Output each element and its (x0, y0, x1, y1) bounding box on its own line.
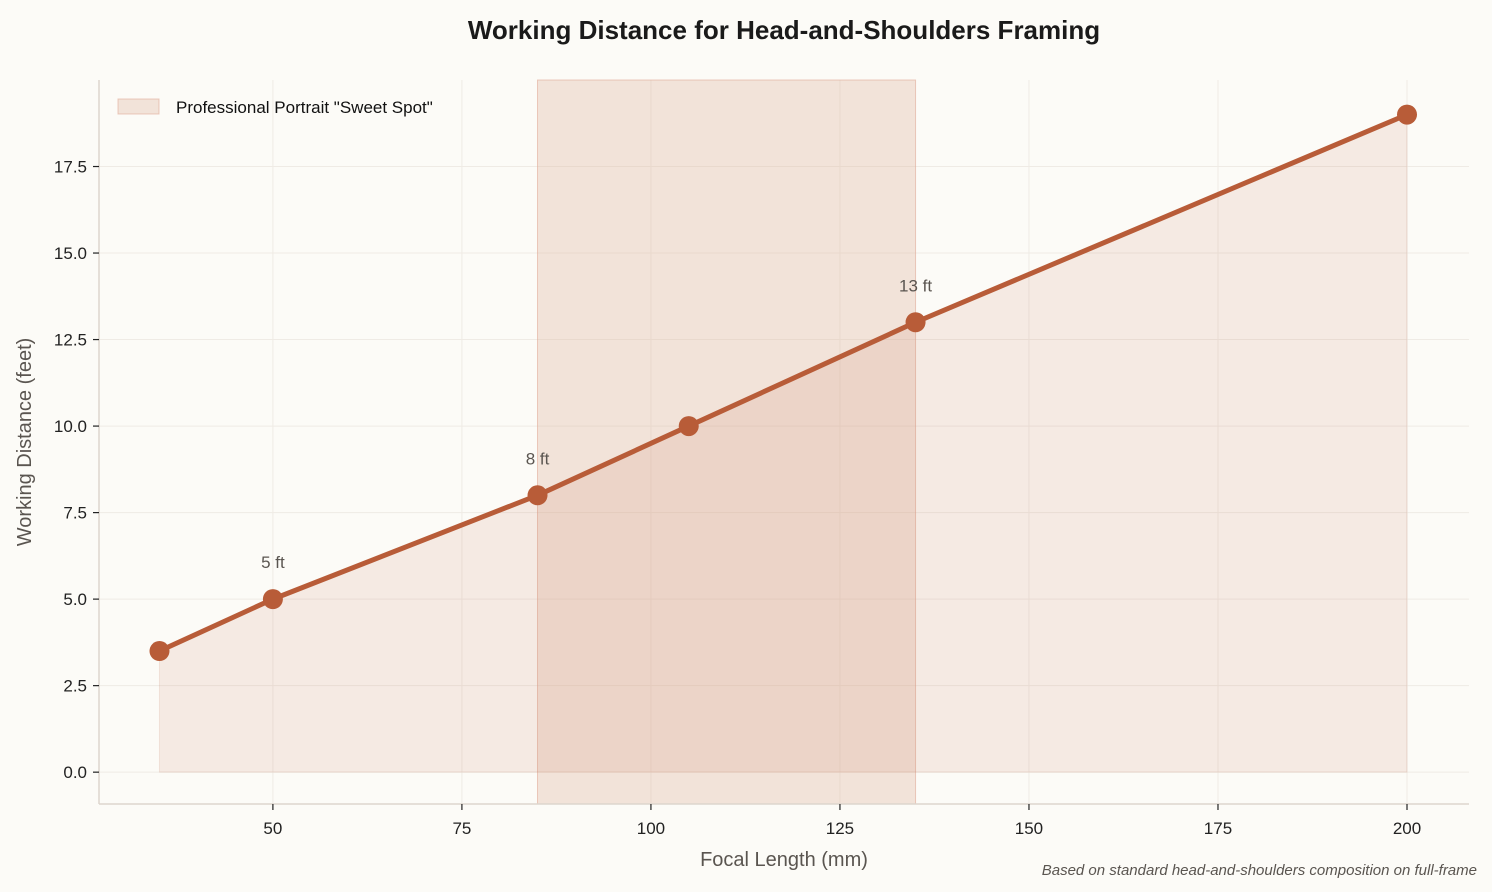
y-tick-label: 2.5 (63, 677, 87, 696)
y-tick-label: 17.5 (54, 158, 87, 177)
footnote: Based on standard head-and-shoulders com… (1042, 862, 1477, 879)
data-point (262, 589, 283, 610)
sweet-spot-span-group (537, 79, 917, 805)
y-tick-label: 7.5 (63, 504, 87, 523)
chart-title: Working Distance for Head-and-Shoulders … (468, 15, 1100, 45)
data-point (1397, 104, 1418, 125)
y-tick-label: 5.0 (63, 590, 87, 609)
ticks: 50 75 100 125 150 175 200 0.0 2.5 5.0 7.5 10.0 12.5 1… (54, 158, 1421, 838)
x-tick-label: 175 (1204, 819, 1232, 838)
y-tick-label: 10.0 (54, 417, 87, 436)
annotations: 5 ft 8 ft 13 ft (261, 276, 932, 572)
y-tick-label: 0.0 (63, 763, 87, 782)
y-axis-label: Working Distance (feet) (14, 338, 36, 547)
x-tick-label: 100 (637, 819, 665, 838)
data-label: 8 ft (526, 449, 550, 468)
x-tick-label: 150 (1015, 819, 1043, 838)
x-tick-label: 125 (826, 819, 854, 838)
series-line (158, 112, 1408, 654)
legend-swatch (117, 98, 160, 115)
sweet-spot-span (537, 79, 917, 805)
y-tick-label: 15.0 (54, 244, 87, 263)
axes (98, 80, 1469, 805)
data-point (678, 416, 699, 437)
data-point (149, 641, 170, 662)
data-label: 13 ft (899, 276, 932, 295)
y-tick-label: 12.5 (54, 331, 87, 350)
data-label: 5 ft (261, 553, 285, 572)
legend: Professional Portrait "Sweet Spot" (117, 98, 433, 117)
data-point (905, 312, 926, 333)
x-tick-label: 50 (263, 819, 282, 838)
legend-label: Professional Portrait "Sweet Spot" (176, 98, 433, 117)
x-tick-label: 75 (452, 819, 471, 838)
data-point (527, 485, 548, 506)
x-axis-label: Focal Length (mm) (700, 849, 868, 871)
x-tick-label: 200 (1393, 819, 1421, 838)
grid (99, 80, 1469, 804)
line-group (149, 104, 1418, 662)
